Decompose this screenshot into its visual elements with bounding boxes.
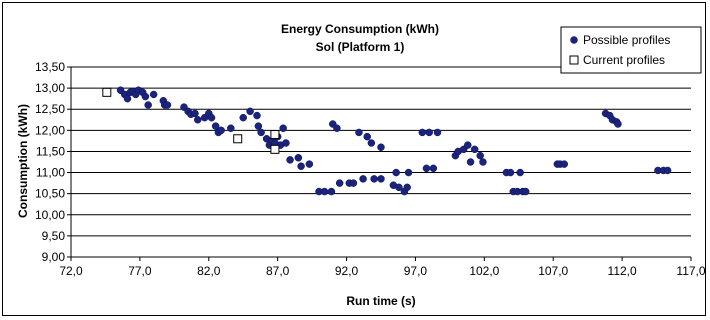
possible-profile-point [305, 160, 314, 168]
possible-profile-point [663, 166, 672, 175]
y-tick-label: 13,00 [35, 81, 65, 95]
possible-profile-point [333, 124, 341, 132]
y-tick-label: 10,00 [35, 208, 65, 222]
possible-profile-point [363, 132, 371, 141]
possible-profile-point [516, 168, 524, 177]
x-tick-label: 72,0 [59, 264, 83, 278]
x-tick-label: 107,0 [538, 264, 568, 278]
possible-profile-point [560, 160, 568, 168]
y-tick-label: 9,00 [42, 250, 66, 264]
y-tick-label: 9,50 [42, 229, 66, 243]
possible-profile-point [163, 101, 172, 109]
possible-profile-point [149, 90, 158, 99]
possible-profile-point [355, 128, 363, 137]
y-tick-label: 12,50 [35, 102, 65, 116]
possible-profile-point [294, 154, 303, 162]
legend-label-possible: Possible profiles [583, 33, 670, 47]
possible-profile-point [404, 168, 413, 177]
possible-profile-point [335, 179, 344, 187]
possible-profile-point [254, 122, 263, 130]
possible-profile-point [144, 101, 152, 109]
possible-profile-point [141, 92, 150, 101]
x-tick-label: 112,0 [608, 264, 637, 278]
x-tick-label: 102,0 [469, 264, 499, 278]
possible-profile-point [377, 175, 385, 183]
possible-profile-point [320, 187, 329, 196]
possible-profile-point [286, 156, 294, 164]
chart-frame: Energy Consumption (kWh) Sol (Platform 1… [2, 2, 706, 316]
current-profile-point [270, 130, 280, 140]
possible-profile-point [227, 124, 235, 132]
possible-profile-point [429, 164, 438, 173]
x-tick-label: 92,0 [335, 264, 359, 278]
possible-profile-point [349, 179, 358, 187]
x-tick-label: 87,0 [266, 264, 290, 278]
y-tick-label: 11,00 [36, 166, 65, 180]
legend-marker-current [569, 55, 579, 65]
y-tick-label: 11,50 [36, 144, 65, 158]
current-profile-point [270, 144, 280, 154]
possible-profile-point [506, 168, 515, 177]
possible-profile-point [425, 128, 433, 137]
x-tick-label: 82,0 [197, 264, 221, 278]
possible-profile-point [479, 158, 487, 166]
possible-profile-point [217, 126, 225, 135]
chart-subtitle: Sol (Platform 1) [316, 40, 405, 54]
possible-profile-point [207, 113, 216, 122]
x-tick-labels: 72,0 77,0 82,0 87,0 92,0 97,0 102,0 107,0 112,0 1… [59, 264, 706, 278]
x-tick-label: 117,0 [676, 264, 705, 278]
legend-label-current: Current profiles [583, 53, 665, 67]
chart-title: Energy Consumption (kWh) [281, 22, 439, 36]
y-tick-label: 13,50 [35, 60, 65, 74]
possible-profile-point [359, 175, 367, 183]
legend: Possible profiles Current profiles [560, 26, 702, 74]
possible-profile-point [194, 116, 202, 124]
possible-profile-point [367, 139, 376, 147]
possible-profile-point [422, 164, 431, 173]
chart-canvas: Energy Consumption (kWh) Sol (Platform 1… [16, 22, 706, 308]
possible-profile-point [253, 111, 261, 120]
possible-profile-point [279, 124, 287, 132]
possible-profile-point [297, 162, 305, 170]
axes [67, 66, 692, 261]
possible-profile-point [470, 145, 479, 154]
x-axis-title: Run time (s) [346, 294, 415, 308]
legend-box [560, 26, 702, 74]
current-profile-point [102, 87, 112, 97]
possible-profile-point [123, 94, 132, 103]
possible-profile-point [392, 168, 400, 177]
possible-profile-point [191, 109, 199, 118]
possible-profile-point [521, 187, 530, 196]
possible-profile-point [395, 183, 403, 192]
possible-profile-point [433, 128, 442, 137]
possible-profile-point [466, 158, 475, 166]
possible-profile-point [370, 175, 378, 183]
possible-profile-point [211, 122, 220, 130]
x-tick-label: 97,0 [404, 264, 428, 278]
y-tick-label: 12,00 [35, 123, 65, 137]
data-points [102, 86, 672, 196]
y-tick-labels: 9,00 9,50 10,00 10,50 11,00 11,50 12,00 12,50 13… [35, 60, 65, 264]
possible-profile-point [377, 143, 385, 151]
possible-profile-point [614, 120, 622, 128]
possible-profile-point [257, 128, 265, 137]
possible-profile-point [476, 151, 484, 160]
possible-profile-point [282, 139, 290, 147]
y-tick-label: 10,50 [35, 187, 65, 201]
possible-profile-point [464, 141, 472, 149]
current-profile-point [233, 134, 243, 144]
x-tick-label: 77,0 [128, 264, 152, 278]
possible-profile-point [246, 107, 254, 116]
legend-marker-possible [570, 36, 578, 44]
possible-profile-point [418, 128, 427, 137]
possible-profile-point [239, 113, 247, 122]
gridlines [71, 66, 691, 237]
y-axis-title: Consumption (kWh) [16, 104, 30, 218]
possible-profile-point [327, 187, 336, 196]
possible-profile-point [403, 183, 411, 192]
